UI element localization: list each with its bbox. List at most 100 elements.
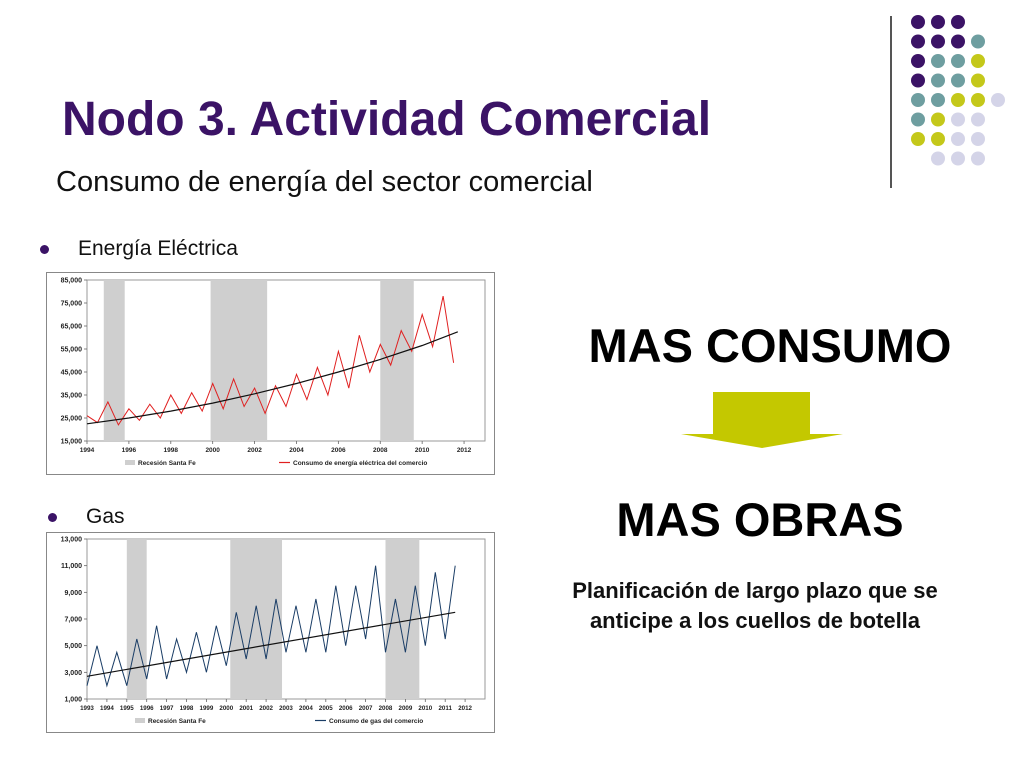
- recession-band: [210, 280, 268, 441]
- x-tick-label: 2006: [331, 447, 346, 454]
- x-tick-label: 1994: [80, 447, 95, 454]
- legend-label-recession: Recesión Santa Fe: [148, 718, 206, 725]
- x-tick-label: 2005: [319, 705, 333, 712]
- x-tick-label: 2008: [379, 705, 393, 712]
- bullet-dot: [40, 245, 49, 254]
- decor-dot: [931, 54, 945, 68]
- recession-band: [380, 280, 414, 441]
- x-tick-label: 2002: [259, 705, 273, 712]
- decor-dot: [971, 132, 985, 146]
- trend-line: [86, 611, 456, 677]
- decor-dot: [931, 15, 945, 29]
- planificacion-text: Planificación de largo plazo que se anti…: [572, 578, 938, 633]
- decor-dot: [971, 73, 985, 88]
- x-tick-label: 2007: [359, 705, 373, 712]
- x-tick-label: 1996: [140, 705, 154, 712]
- y-tick-label: 5,000: [64, 643, 82, 650]
- legend-label-series: Consumo de energía eléctrica del comerci…: [293, 460, 427, 467]
- decor-dot: [971, 34, 985, 49]
- decor-dot: [971, 54, 985, 68]
- bullet-energia-electrica: Energía Eléctrica: [78, 237, 238, 260]
- x-tick-label: 1995: [120, 705, 134, 712]
- trend-line: [86, 331, 459, 425]
- y-tick-label: 75,000: [61, 301, 83, 308]
- decor-dot: [911, 132, 925, 146]
- decor-dot: [951, 34, 965, 49]
- y-tick-label: 35,000: [61, 393, 83, 400]
- decor-dot: [931, 151, 945, 166]
- legend-swatch-recession: [135, 718, 145, 723]
- slide-subtitle: Consumo de energía del sector comercial: [56, 166, 593, 198]
- electric-chart-frame: 15,000 25,000 35,000 45,000 55,000 65,000 75,0…: [46, 272, 495, 475]
- x-tick-label: 2011: [438, 705, 452, 712]
- x-tick-label: 2008: [373, 447, 388, 454]
- x-tick-label: 1998: [164, 447, 179, 454]
- decor-dot: [991, 93, 1005, 107]
- decor-dot: [971, 151, 985, 166]
- y-tick-label: 85,000: [61, 278, 83, 285]
- down-arrow-icon: [681, 392, 843, 448]
- decor-dot: [931, 73, 945, 88]
- x-tick-label: 1996: [122, 447, 137, 454]
- y-tick-label: 1,000: [64, 697, 82, 704]
- y-tick-label: 55,000: [61, 347, 83, 354]
- x-tick-label: 2012: [458, 705, 472, 712]
- decor-dot: [931, 93, 945, 107]
- decor-dot: [911, 73, 925, 88]
- x-tick-label: 2004: [289, 447, 304, 454]
- series-line: [86, 295, 455, 426]
- x-tick-label: 2010: [418, 705, 432, 712]
- decor-dot: [951, 54, 965, 68]
- x-tick-label: 2000: [219, 705, 233, 712]
- mas-consumo-heading: MAS CONSUMO: [588, 319, 952, 372]
- plot-area: [86, 279, 486, 442]
- decor-dot: [931, 112, 945, 127]
- x-tick-label: 2004: [299, 705, 313, 712]
- decor-dot: [971, 112, 985, 127]
- decor-dot: [951, 151, 965, 166]
- mas-obras-heading: MAS OBRAS: [616, 493, 904, 546]
- y-tick-label: 65,000: [61, 324, 83, 331]
- decor-dot: [971, 93, 985, 107]
- slide-title: Nodo 3. Actividad Comercial: [62, 93, 712, 146]
- x-tick-label: 1997: [160, 705, 174, 712]
- gas-chart-frame: 1,000 3,000 5,000 7,000 9,000 11,000 13,000 199…: [46, 532, 495, 733]
- decor-dot: [931, 132, 945, 146]
- x-tick-label: 2000: [205, 447, 220, 454]
- x-tick-label: 1999: [200, 705, 214, 712]
- x-tick-label: 1994: [100, 705, 114, 712]
- y-tick-label: 9,000: [64, 590, 82, 597]
- y-tick-label: 45,000: [61, 370, 83, 377]
- x-tick-label: 2010: [415, 447, 430, 454]
- gas-consumption-chart: 1,000 3,000 5,000 7,000 9,000 11,000 13,000 199…: [61, 537, 486, 725]
- decor-dot: [951, 93, 965, 107]
- x-tick-label: 2009: [399, 705, 413, 712]
- x-tick-label: 1998: [180, 705, 194, 712]
- decor-dot: [951, 132, 965, 146]
- decor-dot: [951, 15, 965, 29]
- x-tick-label: 1993: [80, 705, 94, 712]
- y-tick-label: 25,000: [61, 416, 83, 423]
- legend-label-series: Consumo de gas del comercio: [329, 718, 423, 725]
- decorative-dots: [911, 15, 1005, 166]
- x-tick-label: 2003: [279, 705, 293, 712]
- series-line: [86, 565, 456, 688]
- decor-dot: [911, 93, 925, 107]
- divider-line: [890, 16, 892, 188]
- x-tick-label: 2002: [247, 447, 262, 454]
- bullet-gas: Gas: [86, 505, 125, 528]
- x-tick-label: 2001: [239, 705, 253, 712]
- recession-band: [103, 280, 125, 441]
- y-tick-label: 3,000: [64, 670, 82, 677]
- legend-swatch-recession: [125, 460, 135, 465]
- bullet-dot: [48, 513, 57, 522]
- x-tick-label: 2006: [339, 705, 353, 712]
- legend-label-recession: Recesión Santa Fe: [138, 460, 196, 467]
- recession-band: [230, 539, 283, 699]
- y-tick-label: 15,000: [61, 439, 83, 446]
- decor-dot: [911, 112, 925, 127]
- y-tick-label: 7,000: [64, 617, 82, 624]
- decor-dot: [911, 34, 925, 49]
- x-tick-label: 2012: [457, 447, 472, 454]
- y-tick-label: 13,000: [61, 537, 83, 544]
